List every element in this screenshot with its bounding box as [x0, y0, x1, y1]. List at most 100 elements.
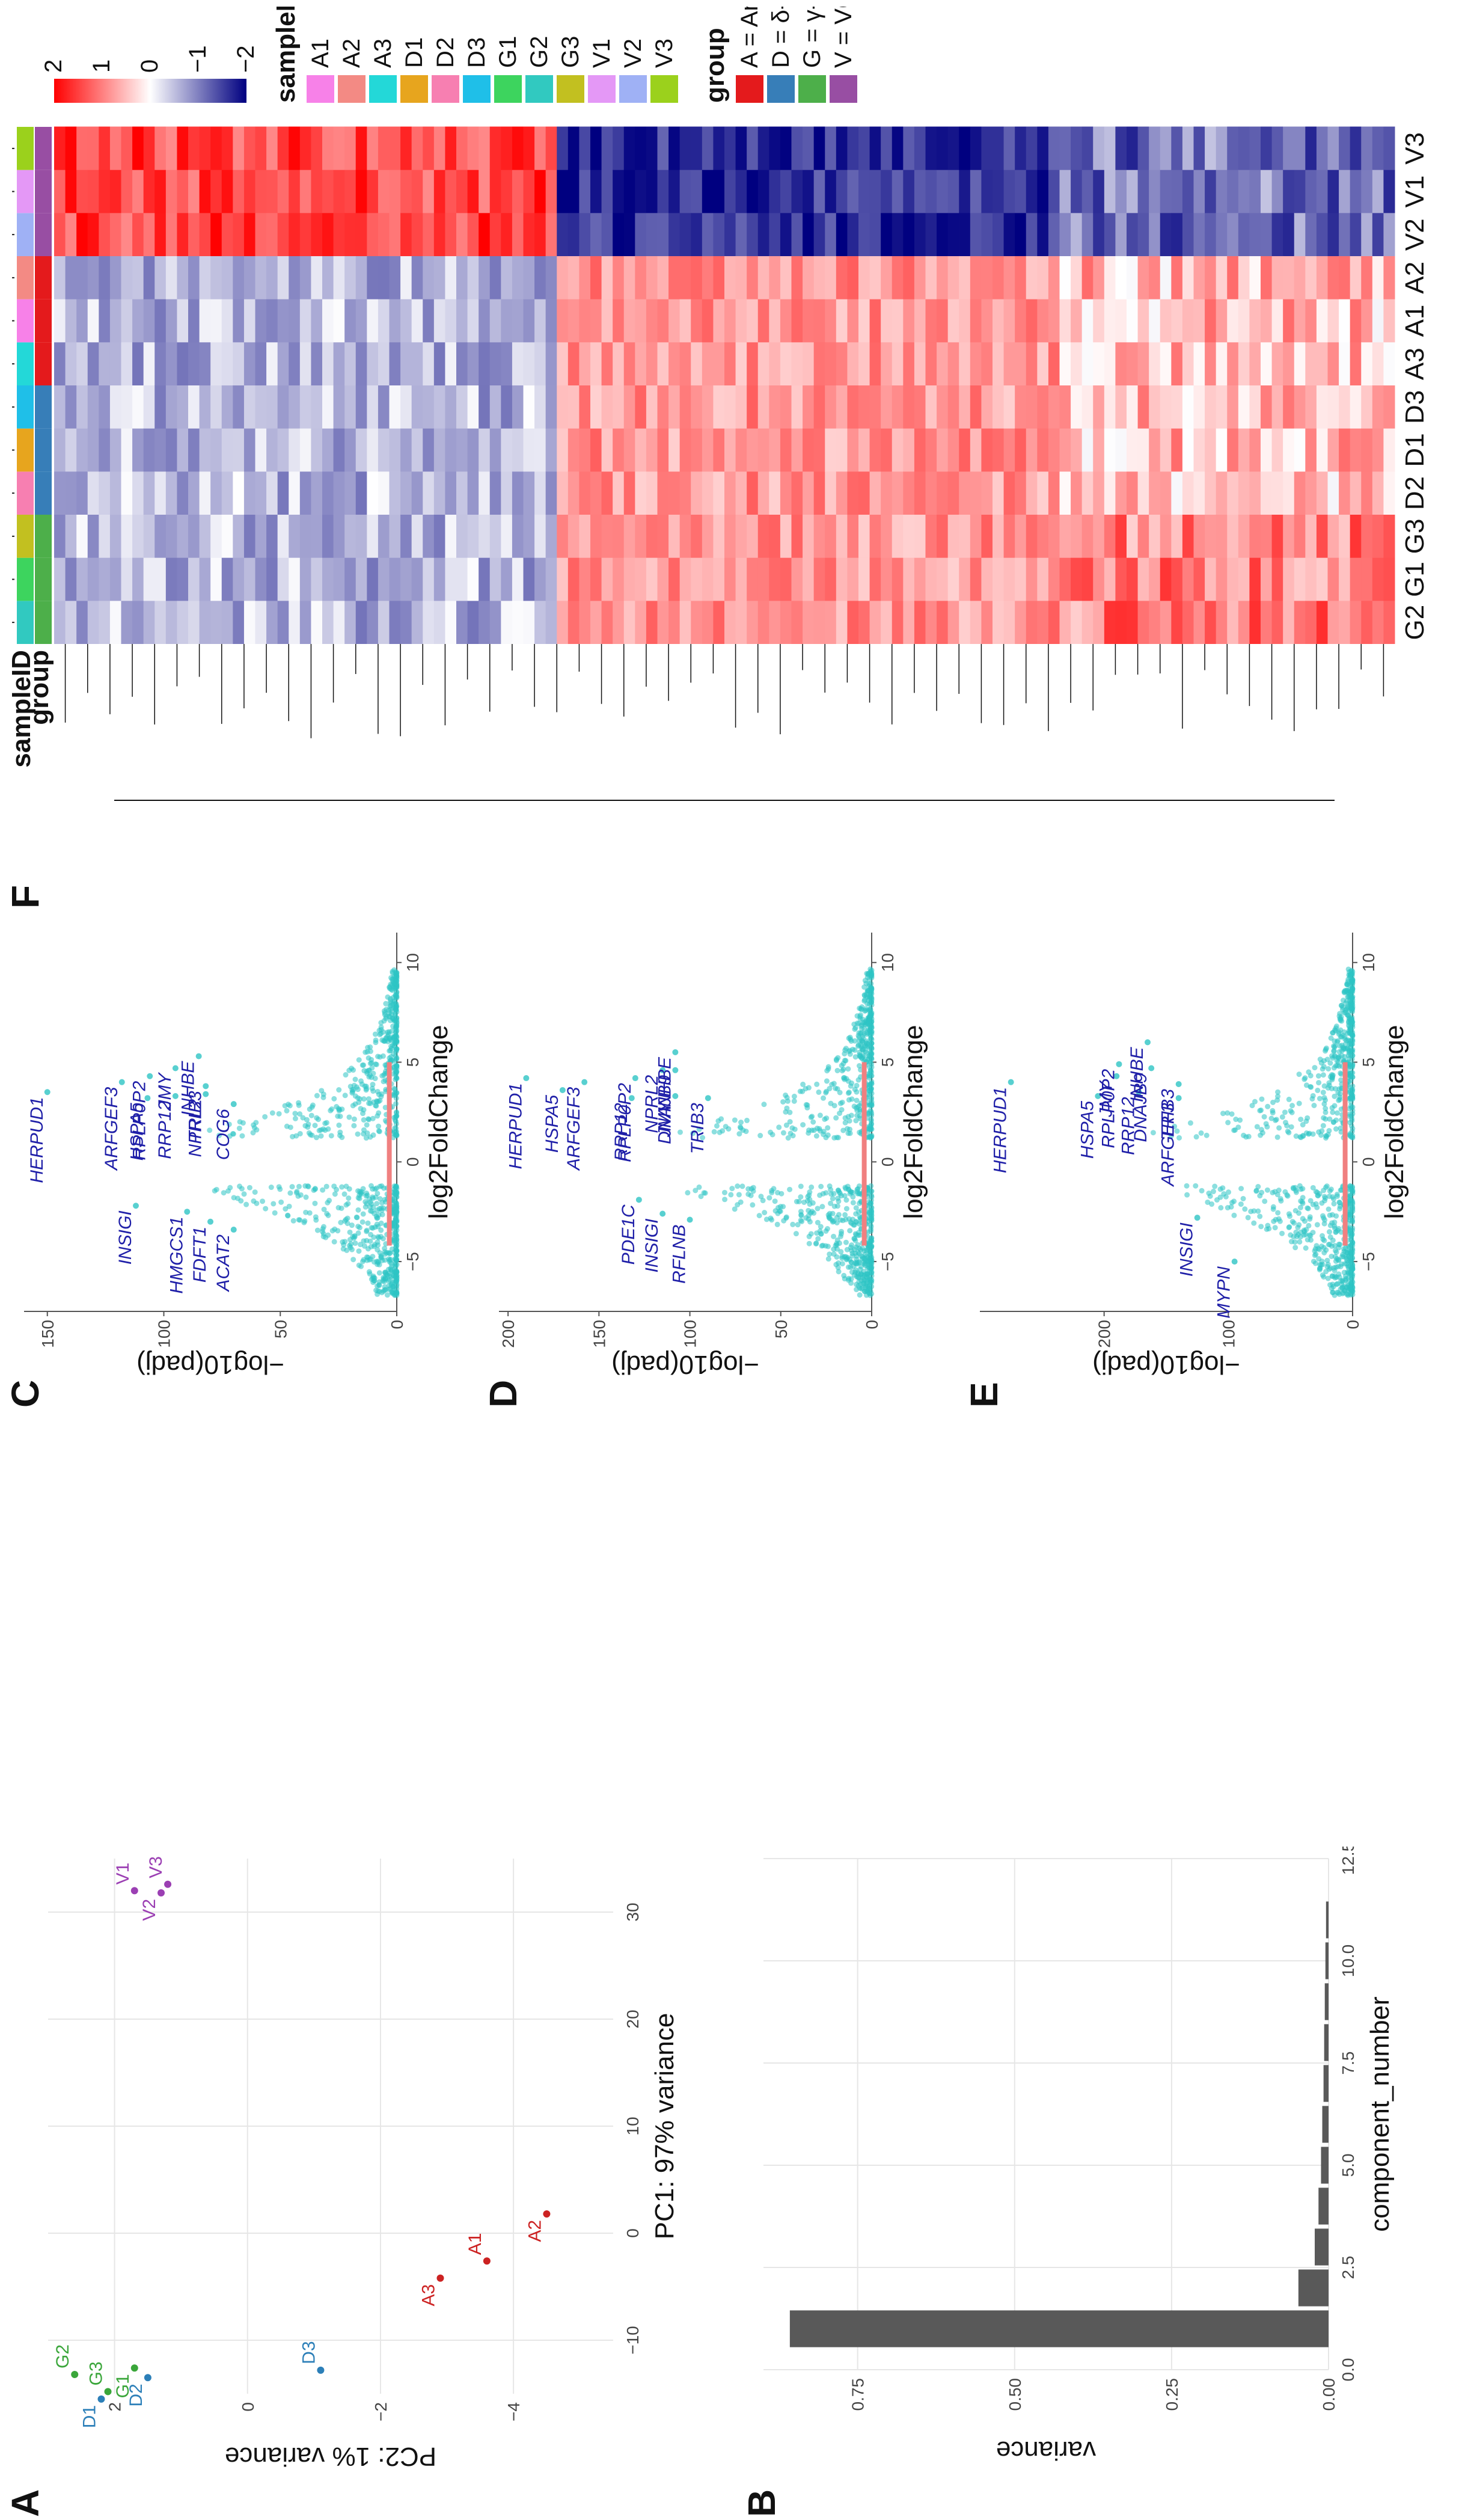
volcano-point	[366, 1116, 372, 1122]
heatmap-cell	[1093, 514, 1105, 558]
volcano-point	[761, 1102, 767, 1108]
volcano-point	[335, 1228, 341, 1234]
heatmap-cell	[1026, 126, 1038, 170]
heatmap-cell	[1261, 170, 1273, 213]
heatmap-cell	[143, 170, 155, 213]
volcano-point	[361, 1096, 367, 1102]
heatmap-cell	[154, 428, 167, 472]
heatmap-cell	[1003, 428, 1015, 472]
heatmap-cell	[367, 428, 379, 472]
heatmap-cell	[1171, 212, 1183, 256]
volcano-point	[795, 1222, 801, 1228]
volcano-labeled-point	[172, 1065, 179, 1071]
volcano-point	[389, 1281, 395, 1287]
heatmap-cell	[501, 299, 513, 343]
heatmap-cell	[1372, 342, 1384, 385]
volcano-point	[370, 1225, 376, 1231]
heatmap-cell	[177, 514, 189, 558]
heatmap-cell	[724, 299, 736, 343]
heatmap-cell	[735, 299, 747, 343]
heatmap-cell	[1003, 385, 1015, 429]
volcano-point	[370, 1275, 376, 1281]
volcano-gene-label: COG6	[213, 1109, 233, 1160]
volcano-point	[290, 1218, 296, 1224]
heatmap-cell	[355, 170, 367, 213]
heatmap-cell	[1283, 126, 1295, 170]
heatmap-cell	[400, 170, 412, 213]
volcano-point	[828, 1191, 834, 1197]
volcano-point	[1273, 1117, 1279, 1123]
heatmap-cell	[590, 514, 602, 558]
heatmap-cell	[210, 342, 222, 385]
volcano-point	[829, 1082, 835, 1088]
heatmap-cell	[467, 342, 479, 385]
volcano-point	[1347, 1024, 1353, 1030]
heatmap-cell	[691, 170, 703, 213]
heatmap-cell	[747, 299, 759, 343]
volcano-labeled-point	[207, 1218, 213, 1225]
heatmap-cell	[1216, 170, 1228, 213]
heatmap-cell	[668, 342, 681, 385]
volcano-point	[1332, 1254, 1338, 1260]
heatmap-cell	[1271, 385, 1283, 429]
heatmap-cell	[121, 170, 133, 213]
volcano-point	[780, 1204, 786, 1210]
heatmap-cell	[579, 471, 591, 515]
heatmap-cell	[76, 126, 88, 170]
volcano-point	[866, 1284, 872, 1290]
heatmap-cell	[557, 600, 569, 644]
heatmap-cell	[1261, 256, 1273, 299]
heatmap-cell	[847, 212, 859, 256]
volcano-point	[1334, 1281, 1340, 1287]
volcano-point	[849, 1269, 855, 1275]
pca-xtick-label: 20	[623, 2010, 642, 2028]
heatmap-cell	[970, 342, 982, 385]
heatmap-cell	[512, 212, 524, 256]
heatmap-cell	[579, 342, 591, 385]
sample-legend-swatch	[494, 75, 522, 103]
heatmap-cell	[1227, 342, 1239, 385]
heatmap-cell	[534, 471, 546, 515]
heatmap-cell	[903, 600, 915, 644]
heatmap-cell	[154, 256, 167, 299]
volcano-point	[720, 1128, 726, 1134]
scree-bar	[789, 2310, 1329, 2347]
heatmap-cell	[947, 342, 959, 385]
heatmap-cell	[99, 600, 111, 644]
volcano-point	[362, 1049, 369, 1055]
volcano-point	[806, 1085, 812, 1091]
heatmap-cell	[1026, 471, 1038, 515]
heatmap-cell	[635, 385, 647, 429]
volcano-point	[803, 1215, 809, 1221]
heatmap-cell	[925, 428, 937, 472]
heatmap-cell	[1048, 600, 1060, 644]
volcano-point	[1348, 1099, 1354, 1105]
heatmap-cell	[1316, 514, 1329, 558]
volcano-point	[320, 1187, 326, 1193]
heatmap-cell	[858, 170, 870, 213]
heatmap-cell	[299, 170, 311, 213]
heatmap-cell	[445, 471, 457, 515]
heatmap-cell	[657, 385, 669, 429]
volcano-point	[845, 1264, 851, 1270]
volcano-point	[308, 1112, 314, 1118]
heatmap-cell	[233, 557, 245, 601]
volcano-point	[846, 1118, 852, 1124]
volcano-gene-label: HMGCS1	[167, 1216, 186, 1293]
volcano-point	[334, 1104, 340, 1110]
heatmap-cell	[1327, 385, 1339, 429]
heatmap-cell	[1037, 471, 1049, 515]
volcano-point	[1350, 1083, 1356, 1089]
heatmap-cell	[54, 600, 66, 644]
heatmap-cell	[601, 471, 613, 515]
heatmap-cell	[1171, 385, 1183, 429]
volcano-point	[1292, 1185, 1298, 1191]
heatmap-cell	[1216, 256, 1228, 299]
heatmap-cell	[233, 299, 245, 343]
heatmap-cell	[489, 471, 501, 515]
volcano-point	[365, 1220, 371, 1226]
heatmap-cell	[233, 600, 245, 644]
volcano-point	[1252, 1099, 1258, 1105]
volcano-point	[253, 1120, 259, 1126]
heatmap-cell	[791, 471, 803, 515]
